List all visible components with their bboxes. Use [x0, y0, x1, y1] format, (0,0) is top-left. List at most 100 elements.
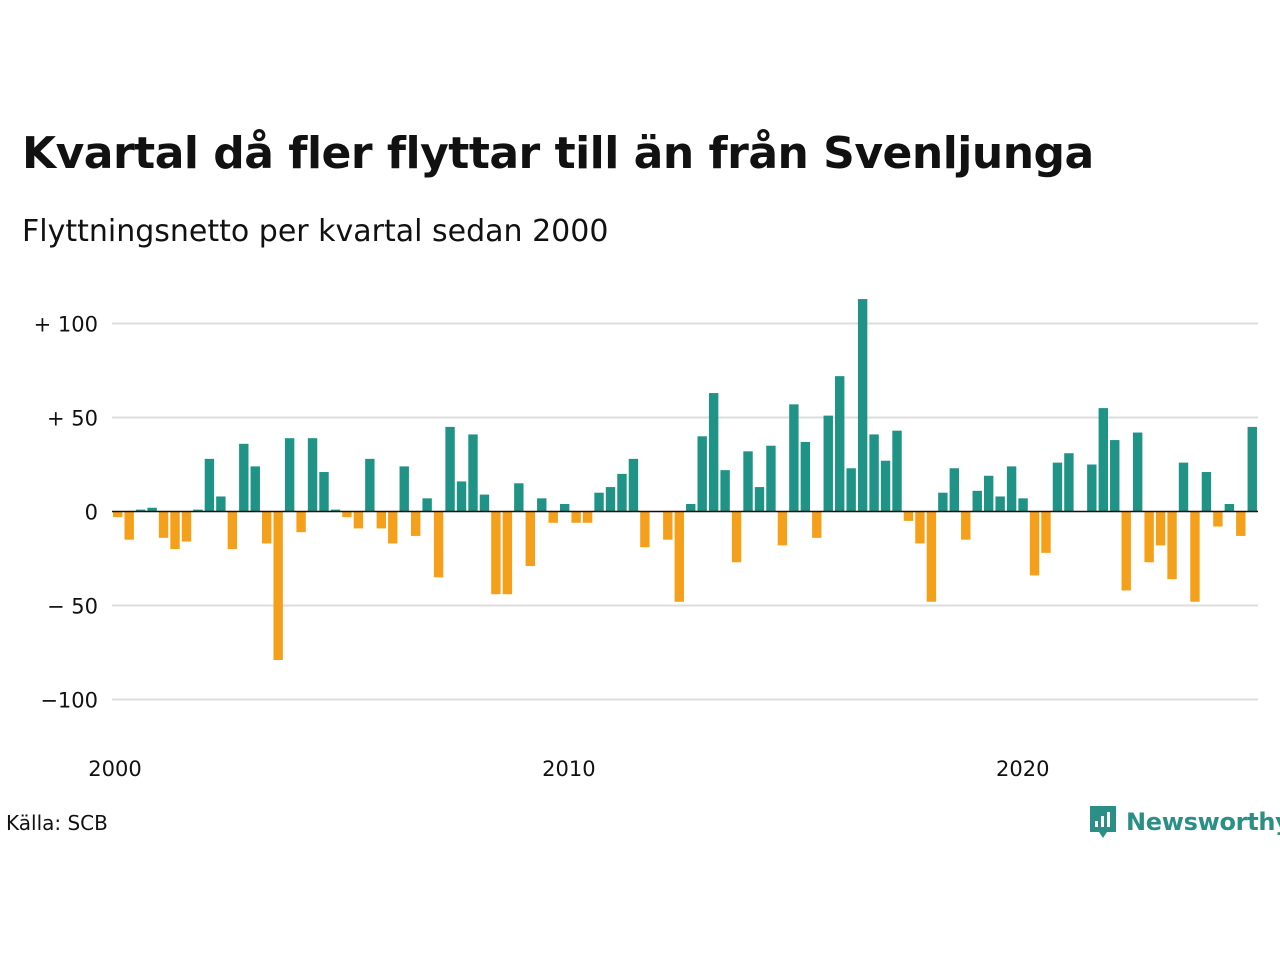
x-tick-label: 2020: [996, 757, 1049, 781]
bar: [502, 511, 513, 595]
bar: [731, 511, 742, 563]
bar: [170, 511, 180, 550]
bar: [342, 511, 352, 518]
bar: [1132, 432, 1143, 512]
bar: [823, 415, 833, 512]
bar: [273, 511, 283, 661]
bar: [548, 511, 558, 523]
y-axis-ticks: + 100 + 50 0 − 50 −100: [34, 313, 98, 713]
bar: [181, 511, 192, 542]
y-tick-label: + 100: [34, 313, 98, 337]
bar: [445, 426, 455, 512]
bar: [1064, 453, 1074, 512]
bar: [1155, 511, 1166, 546]
bar: [743, 451, 753, 512]
bar: [983, 475, 994, 512]
bar: [479, 494, 490, 512]
bar: [216, 496, 226, 512]
y-tick-label: 0: [85, 501, 98, 525]
bar: [1098, 408, 1108, 512]
bar: [674, 511, 684, 602]
bar: [1167, 511, 1177, 580]
bar-series: [113, 299, 1257, 661]
bar: [915, 511, 925, 544]
y-tick-label: − 50: [47, 595, 98, 619]
bar: [995, 496, 1005, 512]
bar: [147, 507, 157, 512]
bar: [422, 498, 432, 512]
bar: [525, 511, 535, 567]
bar: [135, 509, 146, 512]
bar: [938, 492, 948, 512]
bar: [1178, 462, 1189, 512]
bar: [903, 511, 914, 521]
bar: [399, 466, 409, 512]
bar: [686, 503, 696, 512]
bar: [1087, 464, 1097, 512]
bar: [388, 511, 398, 544]
bar: [376, 511, 387, 529]
bar: [1110, 440, 1120, 512]
bar: [869, 434, 879, 512]
bar: [262, 511, 272, 544]
bar: [754, 487, 765, 512]
bar: [1236, 511, 1246, 536]
y-tick-label: −100: [40, 689, 98, 713]
x-tick-label: 2010: [542, 757, 595, 781]
bar: [537, 498, 547, 512]
bar: [433, 511, 444, 578]
brand-logo[interactable]: Newsworthy: [1088, 804, 1280, 840]
bar: [961, 511, 971, 540]
brand-name: Newsworthy: [1126, 808, 1280, 836]
bar: [1052, 462, 1063, 512]
bar: [628, 458, 639, 512]
bar: [949, 468, 960, 512]
bar: [812, 511, 822, 538]
bar: [663, 511, 673, 540]
bar: [1144, 511, 1154, 563]
bar: [846, 468, 856, 512]
y-tick-label: + 50: [47, 407, 98, 431]
bar: [468, 434, 478, 512]
bar: [1006, 466, 1017, 512]
bar: [1247, 426, 1257, 512]
bar: [972, 490, 982, 512]
bar: [284, 438, 295, 512]
bar: [880, 460, 891, 512]
bar: [113, 511, 123, 518]
bar: [766, 445, 776, 512]
bar: [1201, 472, 1212, 512]
bar: [640, 511, 650, 548]
bar: [124, 511, 134, 540]
bar: [319, 472, 329, 512]
bar: [835, 376, 845, 512]
bar: [1121, 511, 1131, 591]
bar: [250, 466, 260, 512]
bar: [789, 404, 799, 512]
bar: [365, 458, 375, 512]
bar: [410, 511, 421, 536]
bar: [1213, 511, 1223, 527]
x-axis-ticks: 2000 2010 2020: [88, 757, 1049, 781]
bar: [1029, 511, 1040, 576]
bar: [720, 470, 730, 512]
bar: [1018, 498, 1028, 512]
bar: [571, 511, 581, 523]
bar: [617, 473, 627, 512]
x-tick-label: 2000: [88, 757, 141, 781]
bar: [193, 509, 203, 512]
bar: [697, 436, 707, 512]
bar: [800, 441, 811, 512]
bar: [892, 430, 902, 512]
bar: [227, 511, 238, 550]
bar: [708, 393, 719, 512]
bar: [1041, 511, 1051, 553]
bar: [605, 487, 616, 512]
bar: [204, 458, 215, 512]
bar: [559, 503, 570, 512]
bar: [926, 511, 937, 602]
bar: [330, 509, 341, 512]
bar: [456, 481, 467, 512]
chart-subtitle: Flyttningsnetto per kvartal sedan 2000: [22, 214, 609, 249]
